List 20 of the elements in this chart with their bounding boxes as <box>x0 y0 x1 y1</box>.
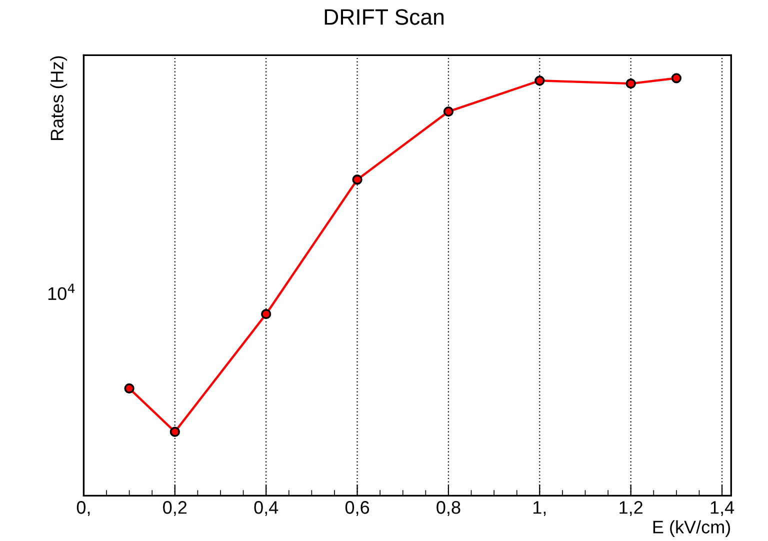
x-tick-label: 0,8 <box>436 501 460 516</box>
x-tick-label: 0, <box>76 501 90 516</box>
point <box>443 106 454 117</box>
point <box>534 76 545 86</box>
x-tick-label: 1,4 <box>710 501 734 516</box>
x-axis-title: E (kV/cm) <box>653 520 730 538</box>
x-tick-label: 1, <box>533 501 546 516</box>
x-tick-label: 0,2 <box>163 501 187 516</box>
point <box>170 426 180 437</box>
point <box>626 78 636 89</box>
y-axis-title: Rates (Hz) <box>50 56 68 140</box>
point <box>124 383 134 394</box>
x-tick-label: 0,6 <box>345 501 370 516</box>
chart-title: DRIFT Scan <box>324 9 444 25</box>
text: 10$^{4}$ <box>48 284 75 300</box>
point <box>671 73 682 84</box>
point <box>261 309 272 320</box>
x-tick-label: 0,4 <box>254 501 278 516</box>
point <box>352 174 362 185</box>
x-tick-label: 1,2 <box>620 501 642 516</box>
